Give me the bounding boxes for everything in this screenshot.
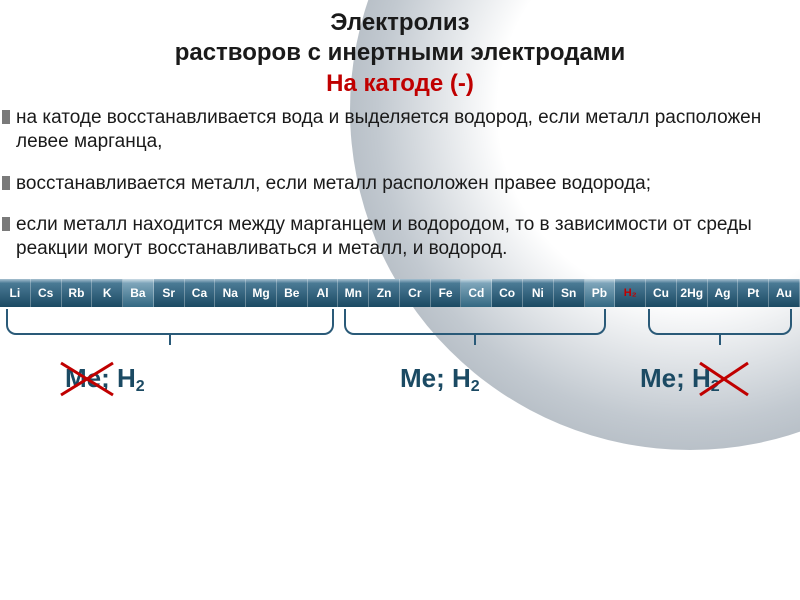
group-label-me: Me: [400, 363, 436, 393]
activity-cell: Cr: [400, 279, 431, 307]
group-label-me: Me: [65, 363, 101, 393]
activity-cell: Rb: [62, 279, 93, 307]
activity-cell: Ni: [523, 279, 554, 307]
activity-cell: Co: [492, 279, 523, 307]
curly-brace: [648, 309, 792, 335]
curly-brace: [344, 309, 606, 335]
curly-brace: [6, 309, 334, 335]
activity-cell: Au: [769, 279, 800, 307]
grouping-braces: [0, 307, 800, 361]
activity-cell: H₂: [615, 279, 646, 307]
bullet-item: если металл находится между марганцем и …: [6, 213, 790, 261]
group-label: Me; H2: [640, 363, 720, 396]
activity-cell: Al: [308, 279, 339, 307]
bullet-marker-icon: [2, 217, 10, 231]
subtitle: На катоде (-): [0, 70, 800, 98]
bullet-item: восстанавливается металл, если металл ра…: [6, 172, 790, 196]
activity-cell: Cs: [31, 279, 62, 307]
activity-cell: Be: [277, 279, 308, 307]
activity-cell: Pb: [585, 279, 616, 307]
activity-cell: 2Hg: [677, 279, 708, 307]
group-label: Me; H2: [65, 363, 145, 396]
group-label-h2: ; H2: [676, 363, 720, 393]
group-label-h2: ; H2: [436, 363, 480, 393]
bullet-list: на катоде восстанавливается вода и выдел…: [0, 98, 800, 261]
bullet-text: если металл находится между марганцем и …: [16, 214, 752, 259]
group-label-me: Me: [640, 363, 676, 393]
group-labels-row: Me; H2Me; H2Me; H2: [0, 361, 800, 407]
slide-content: Электролиз растворов с инертными электро…: [0, 0, 800, 407]
bullet-marker-icon: [2, 110, 10, 124]
activity-cell: Mn: [338, 279, 369, 307]
activity-cell: Ag: [708, 279, 739, 307]
activity-cell: Ca: [185, 279, 216, 307]
activity-cell: Cd: [461, 279, 492, 307]
activity-cell: Fe: [431, 279, 462, 307]
group-label-h2: ; H2: [101, 363, 145, 393]
activity-cell: Pt: [738, 279, 769, 307]
bullet-text: восстанавливается металл, если металл ра…: [16, 173, 651, 194]
activity-cell: Cu: [646, 279, 677, 307]
brace-tip: [719, 335, 721, 345]
activity-cell: Li: [0, 279, 31, 307]
activity-series-row: LiCsRbKBaSrCaNaMgBeAlMnZnCrFeCdCoNiSnPbH…: [0, 279, 800, 307]
activity-cell: Zn: [369, 279, 400, 307]
activity-cell: Ba: [123, 279, 154, 307]
title-block: Электролиз растворов с инертными электро…: [0, 0, 800, 98]
activity-cell: Na: [215, 279, 246, 307]
bullet-marker-icon: [2, 176, 10, 190]
bullet-text: на катоде восстанавливается вода и выдел…: [16, 107, 761, 152]
title-line-1: Электролиз: [0, 8, 800, 38]
brace-tip: [474, 335, 476, 345]
activity-cell: Sr: [154, 279, 185, 307]
group-label: Me; H2: [400, 363, 480, 396]
brace-tip: [169, 335, 171, 345]
activity-cell: Sn: [554, 279, 585, 307]
activity-cell: K: [92, 279, 123, 307]
title-line-2: растворов с инертными электродами: [0, 38, 800, 68]
bullet-item: на катоде восстанавливается вода и выдел…: [6, 106, 790, 154]
activity-cell: Mg: [246, 279, 277, 307]
